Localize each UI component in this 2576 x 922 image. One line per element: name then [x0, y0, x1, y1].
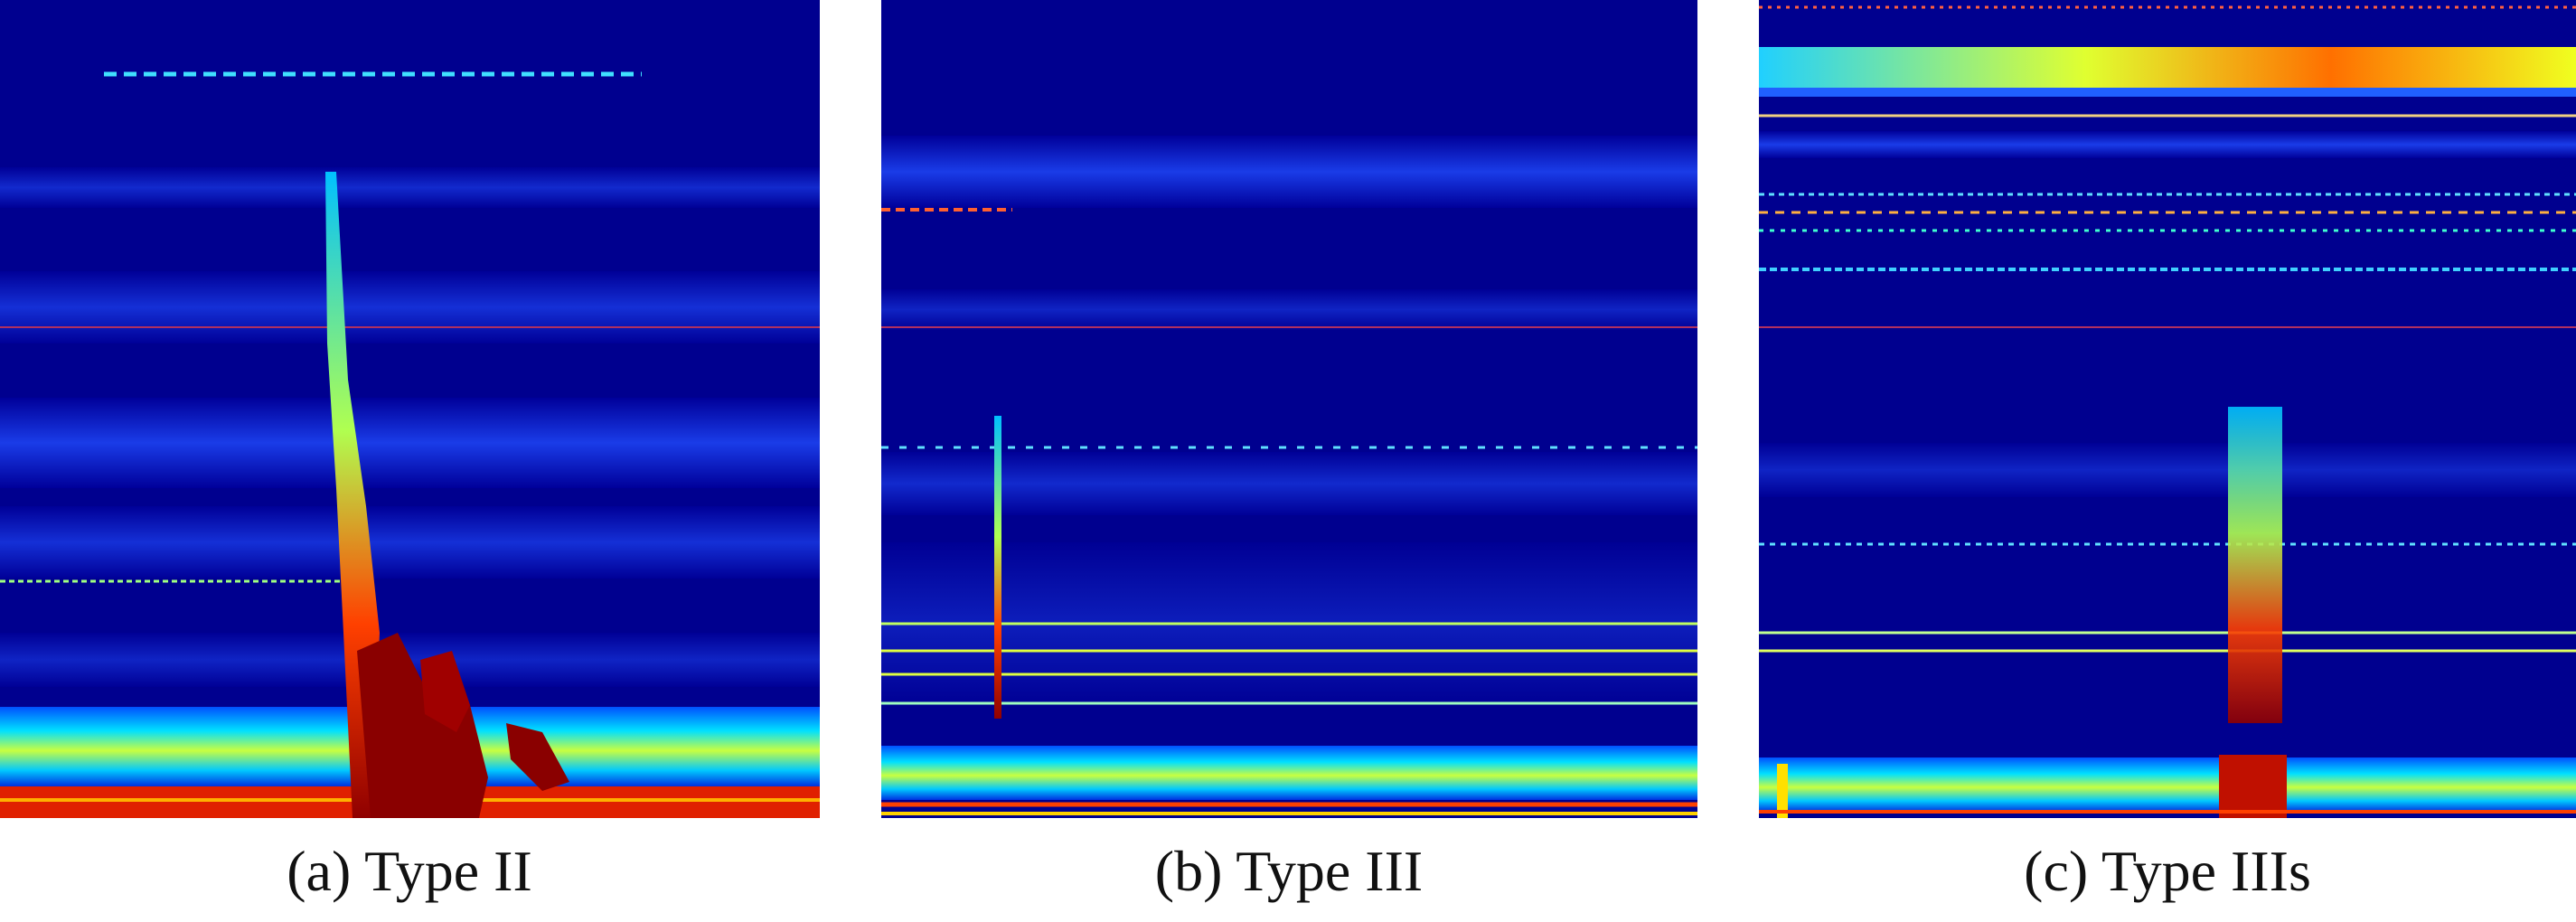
panel-caption: (c) Type IIIs	[2024, 839, 2311, 903]
spectrogram-band	[0, 167, 820, 208]
panel-c	[1759, 0, 2576, 818]
spectrogram-band	[0, 398, 820, 488]
spectrogram-band	[881, 452, 1697, 515]
panel-b	[881, 0, 1697, 818]
panel-caption: (a) Type II	[287, 839, 532, 903]
burst	[2228, 407, 2282, 723]
spectrogram-band	[1759, 88, 2576, 97]
burst	[357, 633, 488, 818]
spectrogram-band	[881, 136, 1697, 208]
burst	[994, 416, 1001, 719]
burst	[420, 651, 470, 732]
panel-a	[0, 0, 820, 818]
burst	[2219, 755, 2287, 818]
burst	[1777, 764, 1788, 818]
burst	[506, 723, 569, 791]
spectrogram-band	[881, 289, 1697, 330]
spectrogram-band	[1759, 131, 2576, 158]
spectrogram-band	[881, 746, 1697, 800]
spectrogram-band	[1759, 757, 2576, 812]
spectrogram-band	[1759, 443, 2576, 497]
spectrogram-band	[0, 506, 820, 579]
spectrogram-background	[1759, 0, 2576, 818]
spectrogram-band	[1759, 47, 2576, 88]
panel-caption: (b) Type III	[1155, 839, 1423, 903]
spectrogram-band	[0, 271, 820, 343]
